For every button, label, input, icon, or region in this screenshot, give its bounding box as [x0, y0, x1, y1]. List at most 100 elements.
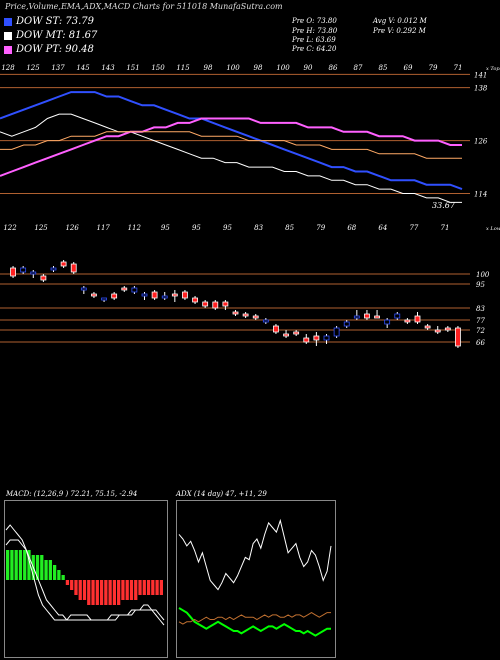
macd-histogram-bar [70, 580, 74, 590]
candle-body [60, 261, 67, 267]
candle-body [40, 275, 47, 281]
macd-histogram-bar [48, 560, 52, 580]
macd-histogram-bar [87, 580, 91, 605]
price-top-label: 68 [347, 224, 356, 232]
candle-body [10, 267, 16, 277]
price-top-label: 79 [316, 224, 325, 232]
legend-swatch-mt [4, 31, 12, 40]
ema-top-label: 69 [404, 64, 413, 72]
candle-body [222, 301, 229, 307]
macd-histogram-bar [112, 580, 117, 605]
macd-histogram-bar [138, 580, 142, 595]
ema-corner-label: x Tops [486, 66, 500, 72]
candle-body [434, 329, 441, 333]
price-top-label: 122 [3, 224, 17, 232]
ema-top-label: 86 [329, 64, 338, 72]
macd-histogram-bar [104, 580, 108, 605]
price-panel: 100 95 83 77 72 66 122 125 126 117 112 95 95 95 83 85 79… [0, 224, 500, 348]
macd-histogram-bar [142, 580, 146, 595]
candle-body [192, 297, 198, 303]
candle-body [374, 315, 380, 319]
ema-top-label: 100 [276, 64, 290, 72]
macd-histogram-bar [10, 550, 14, 580]
macd-histogram-bar [14, 550, 18, 580]
ema-top-label: 98 [204, 64, 213, 72]
price-top-label: 95 [192, 224, 201, 232]
candle-body [343, 321, 350, 327]
adx-title: ADX (14 day) 47, +11, 29 [176, 490, 267, 498]
ema-top-label: 85 [379, 64, 388, 72]
ema-top-label: 145 [76, 64, 90, 72]
macd-histogram-bar [155, 580, 159, 595]
candle-body [273, 325, 279, 333]
candle-body [424, 325, 431, 329]
ema-top-label: 128 [1, 64, 15, 72]
price-top-label: 125 [34, 224, 48, 232]
chart-title: Price,Volume,EMA,ADX,MACD Charts for 511… [5, 2, 283, 11]
macd-histogram-bar [6, 550, 10, 580]
macd-histogram-bar [151, 580, 155, 595]
candle-body [364, 313, 370, 319]
ema-panel: 141 138 126 114 128 125 137 145 143 151 150 115 98 10… [0, 64, 500, 210]
macd-histogram-bar [78, 580, 82, 600]
ema-right-label: 141 [474, 71, 487, 79]
candle-body [262, 319, 269, 323]
ema-top-label: 79 [429, 64, 438, 72]
macd-histogram-bar [18, 550, 23, 580]
ema-top-label: 143 [101, 64, 115, 72]
candle-body [242, 313, 249, 317]
macd-histogram-bar [99, 580, 104, 605]
macd-histogram-bar [44, 560, 48, 580]
macd-histogram-bar [121, 580, 125, 600]
candle-body [313, 335, 320, 341]
price-top-label: 112 [128, 224, 142, 232]
candle-body [394, 313, 401, 319]
candle-body [212, 301, 219, 309]
ema-series-line [0, 113, 462, 203]
candle-body [293, 331, 300, 335]
ema-top-label: 125 [26, 64, 40, 72]
price-right-label: 77 [476, 317, 485, 325]
candle-body [131, 287, 138, 293]
ohlc-avg-volume: Avg V: 0.012 M [373, 17, 427, 25]
candle-body [50, 267, 57, 271]
candle-body [353, 315, 360, 319]
ema-top-label: 71 [454, 64, 463, 72]
candle-body [151, 291, 158, 299]
candle-body [303, 337, 310, 343]
ema-right-label: 138 [474, 85, 488, 93]
legend-dow-pt: DOW PT: 90.48 [4, 44, 94, 55]
ema-top-label: 137 [51, 64, 65, 72]
adx-line [178, 607, 331, 637]
ema-series-line [0, 117, 462, 177]
price-top-label: 64 [378, 224, 387, 232]
candle-body [80, 287, 87, 291]
macd-histogram-bar [61, 575, 65, 580]
price-top-label: 85 [285, 224, 294, 232]
ema-right-label: 126 [474, 138, 488, 146]
candle-body [232, 311, 239, 315]
macd-histogram-bar [129, 580, 134, 600]
ohlc-pre-volume: Pre V: 0.292 M [373, 27, 426, 35]
candle-body [121, 287, 128, 291]
ema-top-label: 98 [254, 64, 263, 72]
adx-line [178, 518, 332, 591]
ema-top-label: 115 [176, 64, 190, 72]
candle-body [384, 319, 391, 325]
candle-body [182, 291, 188, 299]
price-right-label: 72 [476, 327, 485, 335]
macd-title: MACD: (12,26,9 ) 72.21, 75.15, -2.94 [6, 490, 138, 498]
ema-top-label: 87 [354, 64, 363, 72]
ema-top-label: 90 [304, 64, 313, 72]
candle-body [414, 315, 421, 323]
price-top-label: 95 [161, 224, 170, 232]
candle-body [333, 327, 340, 337]
legend-dow-st: DOW ST: 73.79 [4, 16, 94, 27]
candle-body [70, 263, 77, 273]
legend-swatch-st [4, 17, 12, 26]
macd-histogram-bar [95, 580, 99, 605]
price-top-label: 95 [223, 224, 232, 232]
legend-label-st: DOW ST: 73.79 [16, 16, 95, 27]
price-top-label: 83 [254, 224, 263, 232]
